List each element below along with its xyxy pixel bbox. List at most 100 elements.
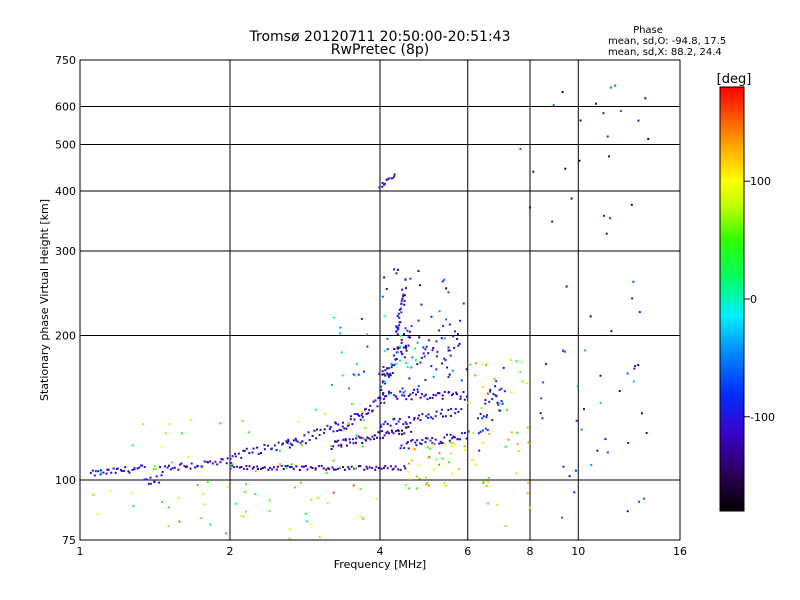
- data-point: [332, 430, 335, 433]
- data-point: [404, 278, 407, 281]
- data-point: [381, 430, 384, 433]
- data-point: [381, 373, 384, 376]
- data-point: [344, 439, 347, 442]
- data-point: [469, 363, 472, 366]
- data-point: [407, 336, 410, 339]
- data-point: [456, 438, 459, 441]
- data-point: [419, 442, 421, 445]
- data-point: [375, 497, 378, 500]
- data-point: [299, 441, 302, 444]
- data-point: [96, 512, 99, 515]
- data-point: [359, 515, 362, 518]
- data-point: [395, 363, 397, 365]
- colorbar-tick-label: 0: [750, 293, 757, 306]
- data-point: [488, 476, 491, 479]
- data-point: [389, 374, 392, 377]
- data-point: [279, 449, 281, 452]
- data-point: [424, 378, 427, 381]
- data-point: [402, 423, 405, 426]
- data-point: [386, 178, 389, 181]
- data-point: [446, 366, 449, 369]
- data-point: [234, 455, 237, 458]
- data-point: [449, 354, 452, 357]
- data-point: [432, 375, 435, 378]
- data-point: [405, 362, 407, 364]
- data-point: [461, 432, 463, 435]
- data-point: [424, 393, 427, 396]
- data-point: [257, 468, 259, 470]
- data-point: [263, 444, 266, 446]
- data-point: [540, 397, 543, 400]
- data-point: [229, 457, 232, 460]
- data-point: [435, 368, 438, 371]
- y-tick-label: 400: [55, 185, 76, 198]
- data-point: [304, 442, 307, 445]
- data-point: [420, 443, 423, 445]
- data-point: [562, 349, 565, 352]
- data-point: [634, 365, 637, 368]
- data-point: [403, 394, 406, 397]
- x-tick-label: 6: [464, 545, 471, 558]
- data-point: [339, 466, 342, 469]
- data-point: [388, 372, 391, 375]
- data-point: [271, 468, 274, 471]
- data-point: [494, 385, 497, 388]
- data-point: [342, 466, 345, 468]
- data-point: [229, 462, 232, 465]
- data-point: [405, 398, 408, 401]
- data-point: [485, 416, 488, 419]
- data-point: [310, 523, 313, 526]
- data-point: [403, 303, 406, 306]
- data-point: [147, 482, 150, 485]
- data-point: [418, 336, 421, 339]
- data-point: [225, 462, 228, 465]
- data-point: [261, 466, 264, 469]
- data-point: [451, 437, 454, 440]
- data-point: [360, 317, 363, 320]
- data-point: [395, 430, 398, 433]
- data-point: [359, 465, 362, 468]
- data-point: [391, 177, 394, 180]
- data-point: [413, 448, 416, 451]
- data-point: [520, 361, 523, 364]
- data-point: [350, 465, 353, 468]
- data-point: [235, 465, 238, 468]
- data-point: [349, 441, 352, 444]
- data-point: [234, 452, 236, 455]
- data-point: [295, 439, 298, 442]
- data-point: [171, 467, 174, 470]
- data-point: [167, 525, 170, 528]
- data-point: [479, 413, 482, 415]
- data-point: [425, 483, 427, 486]
- data-point: [100, 471, 103, 474]
- data-point: [407, 344, 410, 347]
- data-point: [322, 467, 325, 470]
- data-point: [341, 425, 344, 428]
- data-point: [395, 330, 398, 333]
- data-point: [273, 466, 275, 469]
- data-point: [457, 333, 459, 336]
- data-point: [177, 497, 180, 500]
- data-point: [289, 466, 291, 469]
- data-point: [376, 436, 378, 439]
- data-point: [444, 359, 447, 362]
- grid-lines: [80, 60, 680, 540]
- data-point: [357, 413, 359, 416]
- data-point: [416, 439, 419, 442]
- data-point: [374, 468, 377, 471]
- data-point: [501, 402, 504, 405]
- data-point: [345, 427, 348, 430]
- data-point: [390, 362, 393, 365]
- data-point: [252, 447, 255, 450]
- data-point: [383, 401, 386, 404]
- data-point: [381, 295, 384, 298]
- data-point: [149, 476, 152, 479]
- data-point: [454, 444, 457, 447]
- data-point: [131, 444, 134, 447]
- data-point: [226, 457, 229, 460]
- data-point: [526, 382, 529, 385]
- data-point: [429, 396, 431, 399]
- data-point: [353, 413, 356, 415]
- data-point: [110, 471, 113, 474]
- data-point: [168, 423, 171, 426]
